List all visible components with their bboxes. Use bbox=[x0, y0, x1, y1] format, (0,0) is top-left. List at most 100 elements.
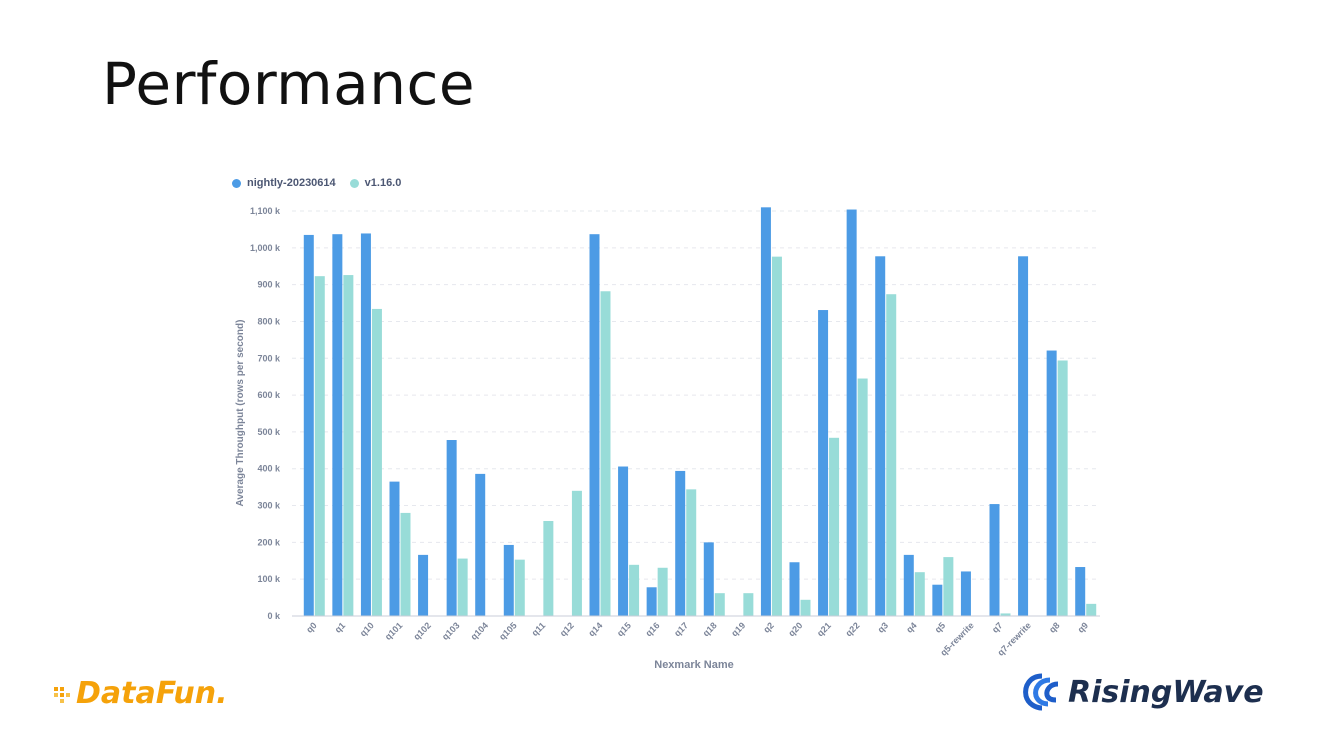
bar-nightly-q102[interactable] bbox=[418, 554, 429, 616]
bar-v1-q5[interactable] bbox=[943, 557, 954, 616]
y-tick-label: 1,100 k bbox=[250, 206, 281, 216]
bar-v1-q21[interactable] bbox=[829, 437, 840, 616]
y-tick-label: 400 k bbox=[257, 464, 281, 474]
bar-nightly-q104[interactable] bbox=[475, 473, 486, 616]
bar-v1-q19[interactable] bbox=[743, 593, 754, 616]
x-tick-label: q1 bbox=[333, 620, 348, 635]
bar-nightly-q5[interactable] bbox=[932, 584, 943, 616]
slide-title: Performance bbox=[102, 50, 476, 118]
legend-swatch-nightly bbox=[232, 178, 241, 188]
y-axis-label: Average Throughput (rows per second) bbox=[235, 320, 246, 507]
datafun-logo: DataFun. bbox=[52, 676, 227, 711]
bar-nightly-q2[interactable] bbox=[760, 207, 771, 616]
bar-nightly-q3[interactable] bbox=[875, 256, 886, 616]
y-tick-label: 600 k bbox=[257, 390, 281, 400]
bar-nightly-q0[interactable] bbox=[303, 234, 314, 616]
x-tick-label: q9 bbox=[1076, 620, 1091, 635]
bar-nightly-q17[interactable] bbox=[675, 470, 686, 616]
x-tick-label: q16 bbox=[644, 620, 662, 638]
bar-nightly-q101[interactable] bbox=[389, 481, 400, 616]
bar-v1-q101[interactable] bbox=[400, 512, 411, 616]
bar-nightly-q16[interactable] bbox=[646, 587, 657, 616]
bar-nightly-q4[interactable] bbox=[903, 554, 914, 616]
x-tick-label: q8 bbox=[1047, 620, 1062, 635]
bar-v1-q103[interactable] bbox=[457, 558, 468, 616]
y-tick-label: 500 k bbox=[257, 427, 281, 437]
risingwave-logo-text: RisingWave bbox=[1068, 674, 1264, 710]
x-tick-label: q4 bbox=[904, 620, 919, 635]
y-tick-label: 700 k bbox=[257, 353, 281, 363]
x-tick-label: q103 bbox=[440, 620, 462, 642]
bar-nightly-q9[interactable] bbox=[1075, 567, 1086, 616]
bar-nightly-q22[interactable] bbox=[846, 209, 857, 616]
bar-v1-q0[interactable] bbox=[314, 276, 325, 616]
bar-v1-q4[interactable] bbox=[914, 572, 925, 616]
x-tick-label: q10 bbox=[358, 620, 376, 638]
bar-v1-q11[interactable] bbox=[543, 521, 554, 616]
x-axis-label: Nexmark Name bbox=[654, 659, 734, 671]
bar-v1-q7[interactable] bbox=[1000, 613, 1011, 616]
x-tick-label: q20 bbox=[786, 620, 804, 638]
x-tick-label: q3 bbox=[876, 620, 891, 635]
bar-v1-q12[interactable] bbox=[571, 490, 582, 616]
bar-nightly-q18[interactable] bbox=[703, 542, 714, 616]
bar-v1-q22[interactable] bbox=[857, 378, 868, 616]
risingwave-logo: RisingWave bbox=[1020, 672, 1264, 712]
bar-v1-q2[interactable] bbox=[771, 256, 782, 616]
bar-v1-q3[interactable] bbox=[886, 294, 897, 616]
x-tick-label: q22 bbox=[844, 620, 862, 638]
bar-nightly-q14[interactable] bbox=[589, 234, 600, 617]
x-tick-label: q14 bbox=[586, 620, 604, 638]
legend-item-nightly[interactable]: nightly-20230614 bbox=[232, 177, 336, 189]
y-tick-label: 0 k bbox=[267, 611, 281, 621]
bar-v1-q8[interactable] bbox=[1057, 360, 1068, 616]
x-tick-label: q105 bbox=[497, 620, 519, 642]
bar-nightly-q105[interactable] bbox=[503, 544, 514, 616]
x-tick-label: q21 bbox=[815, 620, 833, 638]
legend-item-v1[interactable]: v1.16.0 bbox=[349, 177, 402, 189]
bar-v1-q15[interactable] bbox=[629, 564, 640, 616]
datafun-logo-text: DataFun. bbox=[76, 676, 228, 711]
bar-v1-q14[interactable] bbox=[600, 291, 611, 616]
x-tick-label: q101 bbox=[383, 620, 405, 642]
x-tick-label: q12 bbox=[558, 620, 576, 638]
bar-nightly-q15[interactable] bbox=[618, 466, 629, 616]
legend-label-nightly: nightly-20230614 bbox=[247, 177, 336, 189]
x-tick-label: q19 bbox=[729, 620, 747, 638]
bar-v1-q16[interactable] bbox=[657, 567, 668, 616]
x-tick-label: q5 bbox=[933, 620, 948, 635]
y-tick-label: 300 k bbox=[257, 501, 281, 511]
y-tick-label: 800 k bbox=[257, 316, 281, 326]
bar-v1-q18[interactable] bbox=[714, 593, 725, 616]
legend-label-v1: v1.16.0 bbox=[364, 177, 402, 189]
x-tick-label: q11 bbox=[530, 620, 548, 638]
bar-v1-q20[interactable] bbox=[800, 599, 811, 616]
x-tick-label: q102 bbox=[411, 620, 433, 642]
datafun-dots-icon bbox=[54, 686, 70, 703]
bar-v1-q9[interactable] bbox=[1086, 603, 1097, 616]
bar-nightly-q20[interactable] bbox=[789, 562, 800, 616]
x-tick-label: q18 bbox=[701, 620, 719, 638]
bar-nightly-q5-rewrite[interactable] bbox=[960, 571, 971, 616]
x-tick-label: q104 bbox=[469, 620, 491, 642]
y-tick-label: 1,000 k bbox=[250, 243, 281, 253]
bar-nightly-q103[interactable] bbox=[446, 440, 457, 616]
bar-nightly-q8[interactable] bbox=[1046, 350, 1057, 616]
x-tick-label: q17 bbox=[672, 620, 690, 638]
bar-v1-q105[interactable] bbox=[514, 559, 525, 616]
bar-nightly-q21[interactable] bbox=[818, 310, 829, 616]
bar-v1-q17[interactable] bbox=[686, 489, 697, 616]
bar-nightly-q7[interactable] bbox=[989, 504, 1000, 616]
bar-nightly-q1[interactable] bbox=[332, 234, 343, 617]
bar-nightly-q10[interactable] bbox=[360, 233, 371, 616]
y-tick-label: 900 k bbox=[257, 280, 281, 290]
bar-v1-q1[interactable] bbox=[343, 275, 354, 616]
x-tick-label: q2 bbox=[761, 620, 776, 635]
y-tick-label: 100 k bbox=[257, 574, 281, 584]
y-tick-label: 200 k bbox=[257, 537, 281, 547]
bar-nightly-q7-rewrite[interactable] bbox=[1018, 256, 1029, 616]
bar-v1-q10[interactable] bbox=[371, 308, 382, 616]
x-tick-label: q15 bbox=[615, 620, 633, 638]
legend-swatch-v1 bbox=[349, 178, 359, 188]
